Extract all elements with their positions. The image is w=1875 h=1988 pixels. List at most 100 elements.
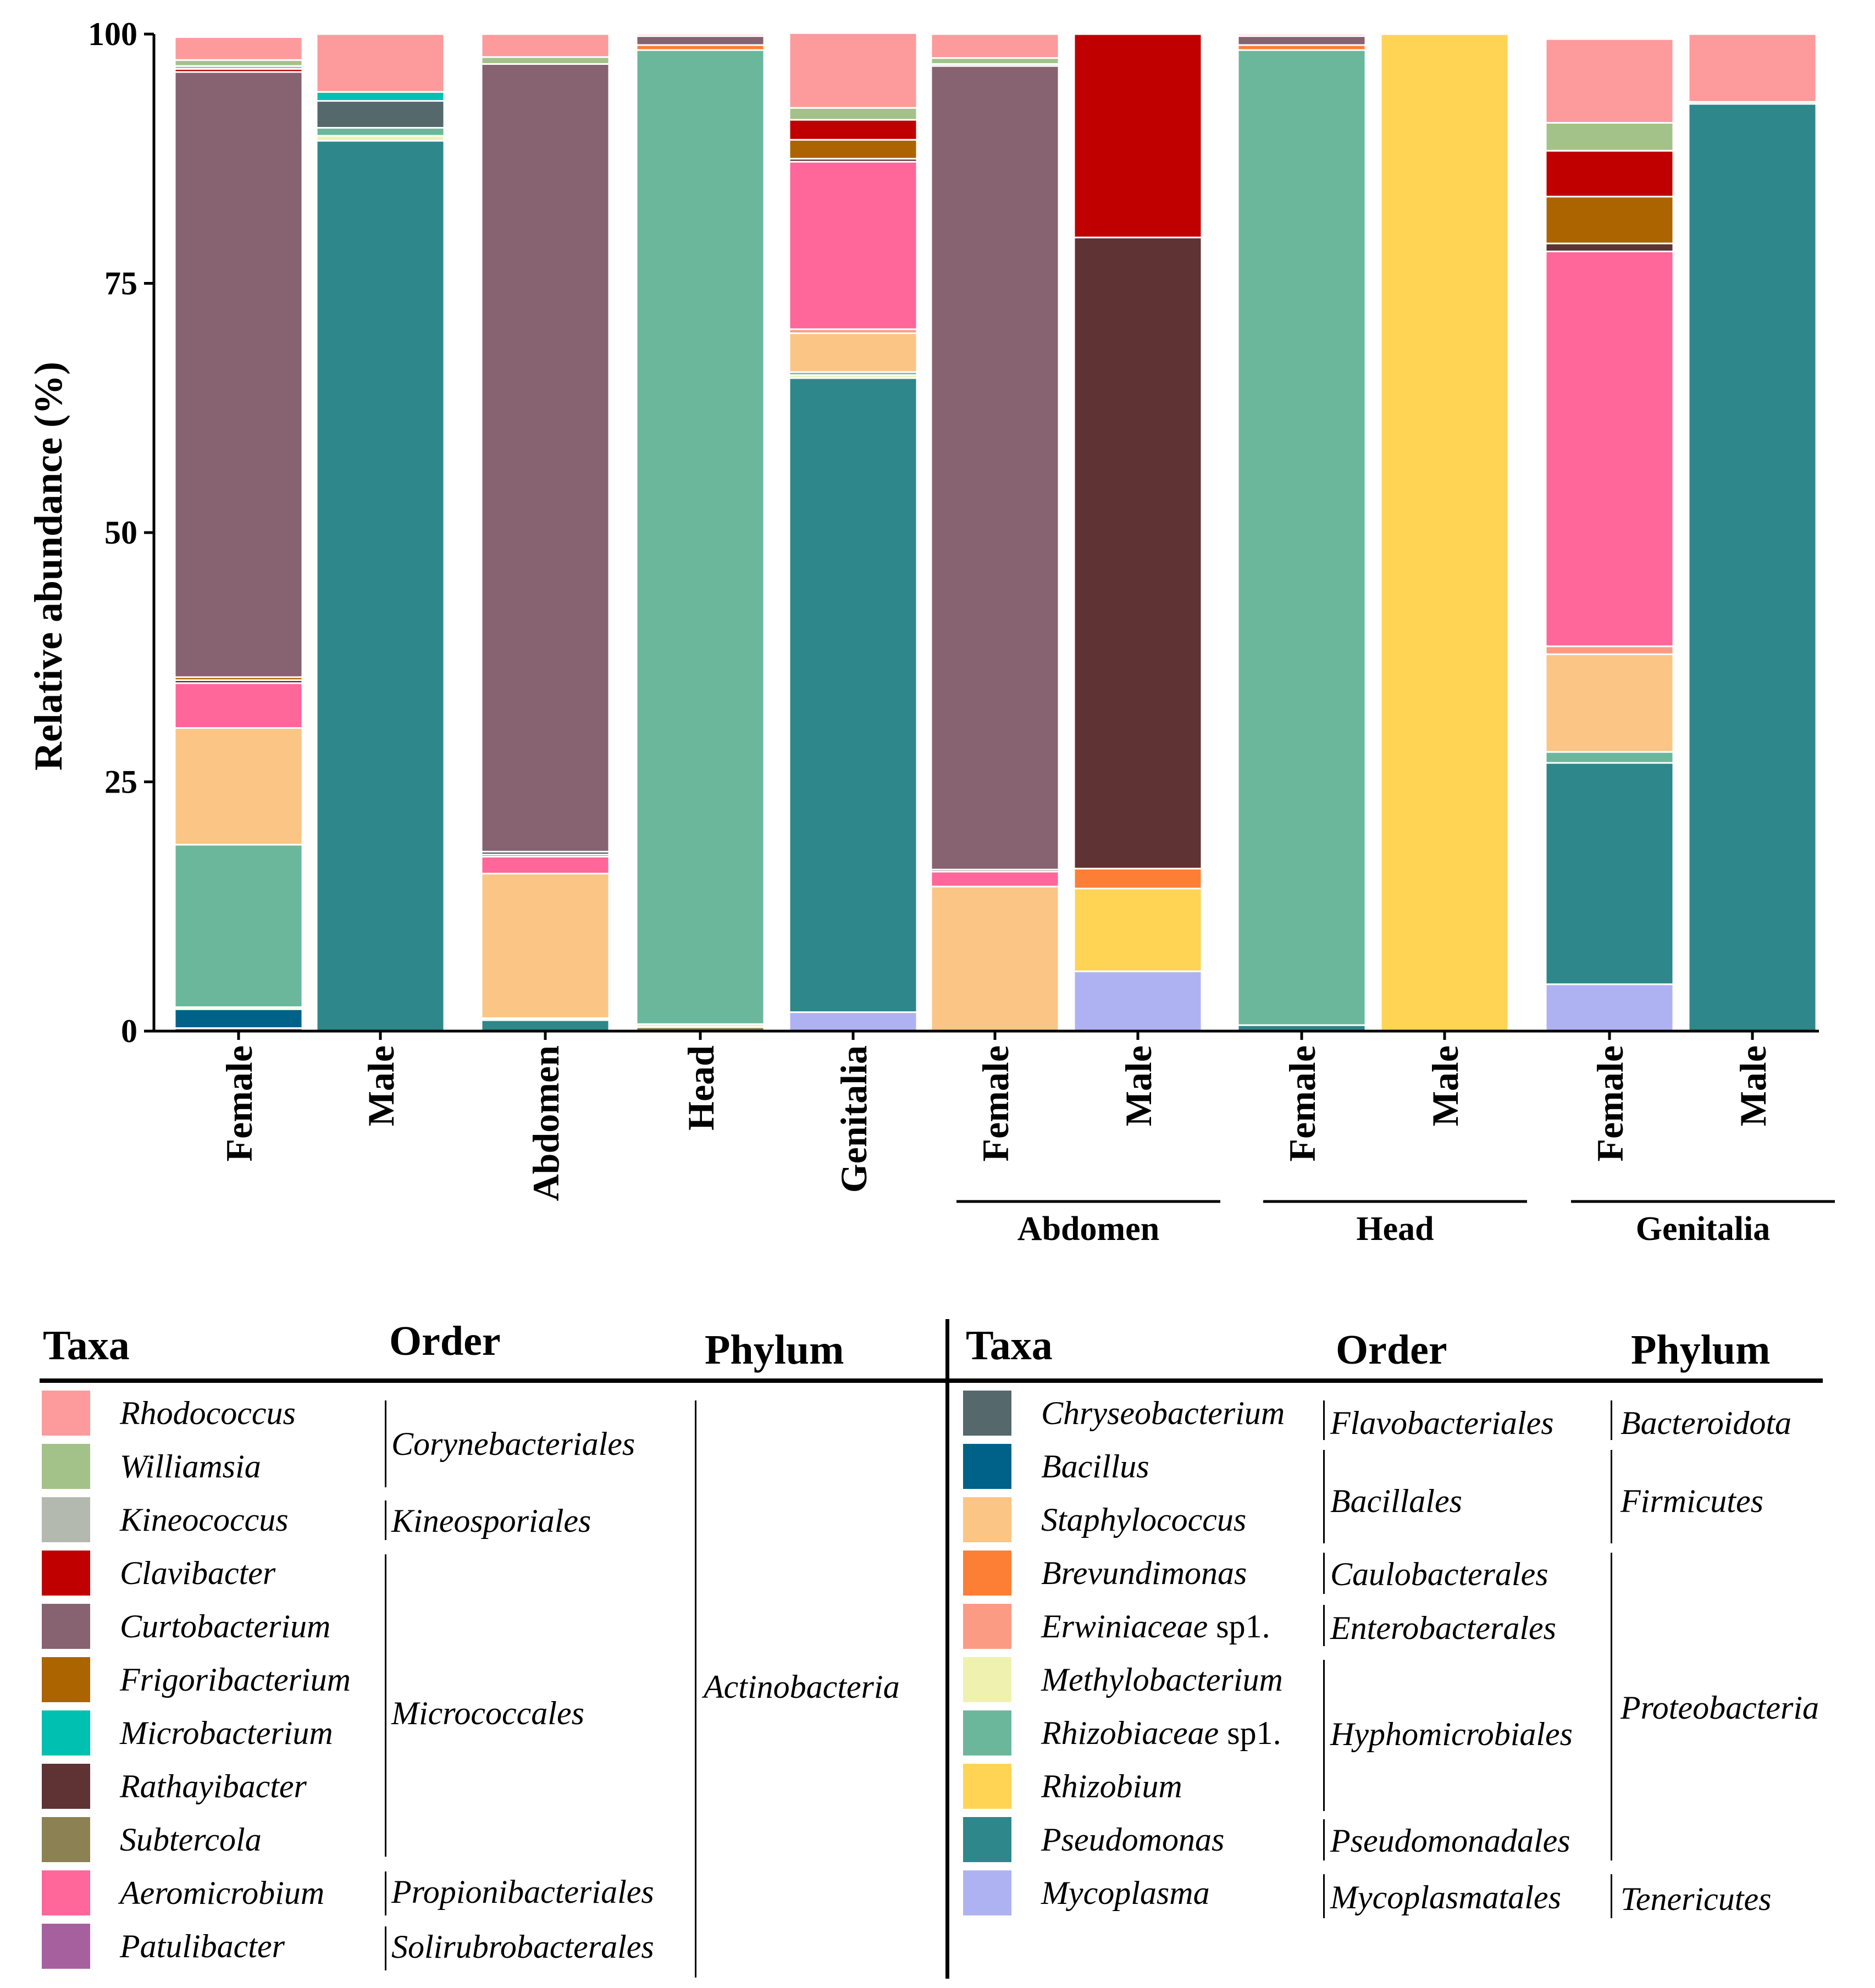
bar-segment: Microbacterium: 0.9% xyxy=(316,91,445,102)
order-bracket xyxy=(385,1554,386,1857)
legend-swatch xyxy=(42,1870,90,1915)
bar-stack: Pseudomonas: 1.1%Methylobacterium: 0.2%S… xyxy=(480,33,610,1032)
legend-taxon-label: Bacillus xyxy=(1041,1446,1149,1487)
bar-segment: Aeromicrobium: 4.5% xyxy=(174,682,303,729)
taxon-name: Erwiniaceae xyxy=(1041,1608,1208,1644)
phylum-bracket xyxy=(1611,1400,1612,1440)
x-tick-label: Abdomen xyxy=(525,1045,567,1201)
legend-taxon-label: Curtobacterium xyxy=(120,1606,330,1647)
legend-swatch xyxy=(963,1764,1011,1809)
order-bracket xyxy=(1323,1553,1325,1594)
phylum-label: Firmicutes xyxy=(1620,1483,1763,1519)
taxon-name: Rathayibacter xyxy=(120,1768,307,1804)
bar-stack: Pseudomonas: 0.6%Rhizobiaceae sp1.: 97.8… xyxy=(1237,33,1367,1032)
bar-stack: Mycoplasma: 1.9%Pseudomonas: 63.6%Methyl… xyxy=(788,32,918,1032)
y-tick-label: 75 xyxy=(104,265,137,302)
legend-taxon-label: Rhodococcus xyxy=(120,1393,296,1433)
legend-taxon-label: Kineococcus xyxy=(120,1499,289,1540)
y-axis-title: Relative abundance (%) xyxy=(26,362,70,771)
bar-segment: Aeromicrobium: 1.7% xyxy=(480,856,610,874)
phylum-bracket xyxy=(1611,1553,1612,1860)
legend-taxon-label: Rhizobiaceae sp1. xyxy=(1041,1713,1281,1753)
legend-taxon-label: Williamsia xyxy=(120,1446,261,1487)
bar-stack: Patulibacter: 0.3%Bacillus: 1.9%Methylob… xyxy=(174,36,303,1032)
bar-segment: Frigoribacterium: 1.9% xyxy=(788,139,918,160)
legend-taxon-label: Rathayibacter xyxy=(120,1766,307,1807)
legend-swatch xyxy=(963,1391,1011,1436)
bar-segment: Rhizobiaceae sp1.: 1.1% xyxy=(1545,751,1674,764)
legend-swatch xyxy=(963,1710,1011,1756)
order-label: Propionibacteriales xyxy=(391,1874,654,1910)
legend-swatch xyxy=(42,1391,90,1436)
bar-segment: Rathayibacter: 63.3% xyxy=(1073,236,1203,870)
bar-segment: Staphylococcus: 3.9% xyxy=(788,332,918,373)
bar-segment: Williamsia: 1.2% xyxy=(788,107,918,121)
bar-segment: Aeromicrobium: 1.5% xyxy=(930,871,1060,888)
taxon-name: Curtobacterium xyxy=(120,1608,331,1644)
bar-segment: Rhodococcus: 2.3% xyxy=(480,33,610,58)
order-label: Kineosporiales xyxy=(391,1503,591,1539)
phylum-label: Proteobacteria xyxy=(1620,1690,1819,1726)
bar-segment: Pseudomonas: 1.1% xyxy=(480,1019,610,1032)
bar-segment: Mycoplasma: 1.9% xyxy=(788,1011,918,1032)
bar-segment: Rhodococcus: 2.3% xyxy=(174,36,303,61)
taxon-name: Frigoribacterium xyxy=(120,1662,351,1698)
order-label: Corynebacteriales xyxy=(391,1426,635,1462)
bar-segment: Clavibacter: 2% xyxy=(788,119,918,141)
legend-swatch xyxy=(963,1870,1011,1915)
x-tick-label: Male xyxy=(1424,1045,1466,1126)
legend-taxon-label: Chryseobacterium xyxy=(1041,1393,1285,1433)
bar-segment: Rhodococcus: 0.2% xyxy=(1237,33,1367,37)
bar-segment: Staphylococcus: 14.5% xyxy=(930,885,1060,1032)
order-label: Caulobacterales xyxy=(1330,1556,1548,1592)
legend-taxon-label: Clavibacter xyxy=(120,1553,275,1593)
group-brackets: Abdomen Head Genitalia xyxy=(956,1200,1835,1248)
legend-swatch xyxy=(42,1924,90,1969)
bar-segment: Pseudomonas: 89.3% xyxy=(316,140,445,1032)
legend-swatch xyxy=(42,1444,90,1489)
bar-stack: Pseudomonas: 89.3%Methylobacterium: 0.5%… xyxy=(316,33,445,1032)
legend-taxon-label: Pseudomonas xyxy=(1041,1819,1224,1860)
group-label: Abdomen xyxy=(1017,1210,1159,1248)
taxon-name: Rhizobiaceae xyxy=(1041,1715,1219,1751)
bar-segment: Rhizobiaceae sp1.: 97.8% xyxy=(1237,49,1367,1026)
x-tick-label: Female xyxy=(975,1045,1016,1161)
order-label: Pseudomonadales xyxy=(1330,1823,1570,1859)
taxon-name: Kineococcus xyxy=(120,1502,289,1538)
legend-right-phylum-header: Phylum xyxy=(1631,1327,1771,1373)
order-bracket xyxy=(1323,1819,1325,1860)
bar-segment: Curtobacterium: 0.9% xyxy=(635,35,765,46)
phylum-bracket xyxy=(1611,1450,1612,1543)
legend: Taxa Order Phylum Taxa Order Phylum Rhod… xyxy=(0,1308,1875,1988)
taxon-name: Aeromicrobium xyxy=(120,1875,325,1911)
legend-right-taxa-header: Taxa xyxy=(966,1322,1053,1369)
legend-swatch xyxy=(42,1550,90,1596)
order-bracket xyxy=(385,1400,386,1487)
bar-segment: Rhodococcus: 8.4% xyxy=(1545,38,1674,124)
phylum-bracket xyxy=(695,1400,696,1978)
bar-segment: Williamsia: 0.6% xyxy=(930,57,1060,65)
order-bracket xyxy=(1323,1605,1325,1646)
legend-swatch xyxy=(963,1497,1011,1542)
bar-segment: Williamsia: 0.7% xyxy=(480,56,610,65)
phylum-label: Actinobacteria xyxy=(704,1669,900,1705)
bar-stack: Subtercola: 0.4%Methylobacterium: 0.3%Rh… xyxy=(635,33,765,1032)
y-tick-label: 25 xyxy=(104,764,137,800)
x-tick-label: Female xyxy=(218,1045,260,1161)
legend-swatch xyxy=(42,1817,90,1862)
bar-segment: Mycoplasma: 4.7% xyxy=(1545,983,1674,1032)
legend-left-phylum-header: Phylum xyxy=(705,1327,844,1373)
legend-taxon-label: Frigoribacterium xyxy=(120,1659,351,1700)
taxon-suffix: sp1. xyxy=(1208,1608,1270,1644)
x-tick-label: Female xyxy=(1281,1045,1323,1161)
bar-segment: Staphylococcus: 14.5% xyxy=(480,872,610,1019)
legend-taxon-label: Staphylococcus xyxy=(1041,1499,1246,1540)
bar-segment: Rhizobium: 100% xyxy=(1380,33,1509,1032)
order-bracket xyxy=(1323,1450,1325,1543)
legend-taxon-label: Microbacterium xyxy=(120,1713,333,1753)
bar-segment: Rhizobiaceae sp1.: 97.7% xyxy=(635,49,765,1025)
bar-segment: Rhizobiaceae sp1.: 0.8% xyxy=(316,127,445,137)
taxon-name: Bacillus xyxy=(1041,1448,1149,1485)
taxon-name: Patulibacter xyxy=(120,1928,285,1964)
bar-segment: Aeromicrobium: 16.8% xyxy=(788,160,918,330)
